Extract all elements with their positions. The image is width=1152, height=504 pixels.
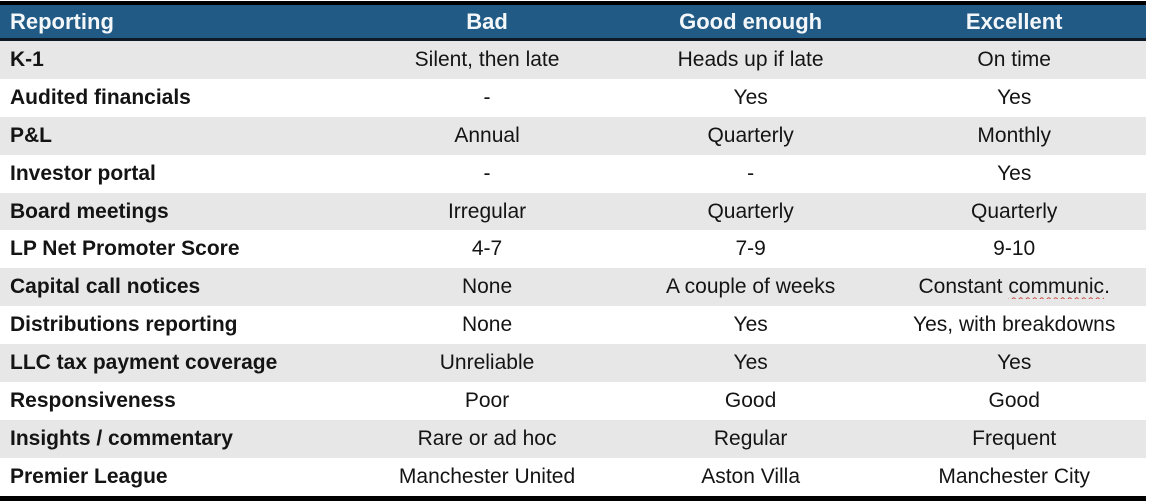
cell-bad: 4-7	[471, 237, 503, 261]
table-row: Responsiveness Poor Good Good	[0, 382, 1146, 420]
cell-good-enough: 7-9	[735, 237, 766, 261]
row-label: Responsiveness	[10, 388, 176, 412]
cell-good-enough: Yes	[733, 351, 768, 375]
row-label: LP Net Promoter Score	[10, 237, 240, 261]
cell-excellent: Quarterly	[971, 199, 1058, 223]
cell-bad: None	[461, 275, 513, 299]
cell-good-enough: Good	[724, 388, 777, 412]
table-row: Premier League Manchester United Aston Vil…	[0, 457, 1146, 496]
table-row: K-1 Silent, then late Heads up if late On t…	[0, 41, 1146, 79]
cell-good-enough: -	[747, 161, 755, 185]
table-row: Capital call notices None A couple of week…	[0, 268, 1146, 307]
row-label: Insights / commentary	[10, 426, 233, 450]
cell-excellent: On time	[977, 47, 1051, 71]
cell-bad: Unreliable	[439, 351, 535, 375]
cell-good-enough: A couple of weeks	[665, 275, 836, 299]
cell-excellent: Yes, with breakdowns	[913, 313, 1116, 337]
cell-excellent: Good	[988, 388, 1040, 412]
row-label: P&L	[10, 123, 52, 147]
cell-good-enough: Quarterly	[707, 123, 794, 147]
table-row: P&L Annual Quarterly Monthly	[0, 116, 1146, 155]
row-label: Board meetings	[10, 199, 169, 223]
cell-bad: Silent, then late	[414, 47, 560, 71]
cell-bad: None	[461, 313, 513, 337]
cell-text-suffix: .	[1104, 275, 1110, 299]
cell-good-enough: Regular	[713, 426, 788, 450]
cell-excellent: Yes	[997, 85, 1032, 109]
cell-bad: Manchester United	[398, 464, 576, 488]
table-row: Board meetings Irregular Quarterly Quarterl…	[0, 192, 1146, 231]
row-label: K-1	[10, 47, 44, 71]
cell-excellent: Constant communic.	[882, 275, 1146, 299]
cell-excellent: Frequent	[972, 426, 1057, 450]
cell-excellent: Yes	[997, 351, 1032, 375]
cell-good-enough: Quarterly	[707, 199, 794, 223]
cell-bad: Irregular	[447, 199, 527, 223]
table-row: Audited financials - Yes Yes	[0, 78, 1146, 117]
row-label: Distributions reporting	[10, 313, 238, 337]
row-label: LLC tax payment coverage	[10, 351, 278, 375]
column-header-excellent: Excellent	[965, 8, 1063, 34]
cell-bad: -	[483, 161, 491, 185]
table-header-row: Reporting Bad Good enough Excellent	[0, 5, 1146, 41]
table-row: LLC tax payment coverage Unreliable Yes Yes	[0, 344, 1146, 383]
misspelled-word: communic	[1008, 275, 1105, 299]
cell-bad: Rare or ad hoc	[417, 426, 557, 450]
table-body: K-1 Silent, then late Heads up if late On t…	[0, 41, 1146, 496]
column-header-bad: Bad	[466, 8, 508, 34]
row-label: Investor portal	[10, 161, 156, 185]
cell-text-prefix: Constant	[918, 275, 1009, 299]
cell-excellent: Manchester City	[938, 464, 1091, 488]
cell-excellent: Monthly	[977, 123, 1051, 147]
row-label: Premier League	[10, 464, 168, 488]
cell-good-enough: Yes	[733, 313, 768, 337]
cell-good-enough: Aston Villa	[701, 464, 801, 488]
table-row: Investor portal - - Yes	[0, 154, 1146, 193]
cell-bad: Poor	[464, 388, 510, 412]
table-row: Insights / commentary Rare or ad hoc Regul…	[0, 419, 1146, 458]
cell-good-enough: Heads up if late	[677, 47, 824, 71]
row-label: Capital call notices	[10, 275, 201, 299]
cell-excellent: Yes	[997, 161, 1032, 185]
table-row: Distributions reporting None Yes Yes, with …	[0, 306, 1146, 345]
cell-good-enough: Yes	[733, 85, 768, 109]
cell-excellent: 9-10	[993, 237, 1036, 261]
row-label: Audited financials	[10, 85, 191, 109]
column-header-good-enough: Good enough	[679, 8, 823, 34]
cell-bad: -	[483, 85, 491, 109]
cell-bad: Annual	[454, 123, 520, 147]
column-header-reporting: Reporting	[10, 8, 114, 34]
table-row: LP Net Promoter Score 4-7 7-9 9-10	[0, 230, 1146, 269]
